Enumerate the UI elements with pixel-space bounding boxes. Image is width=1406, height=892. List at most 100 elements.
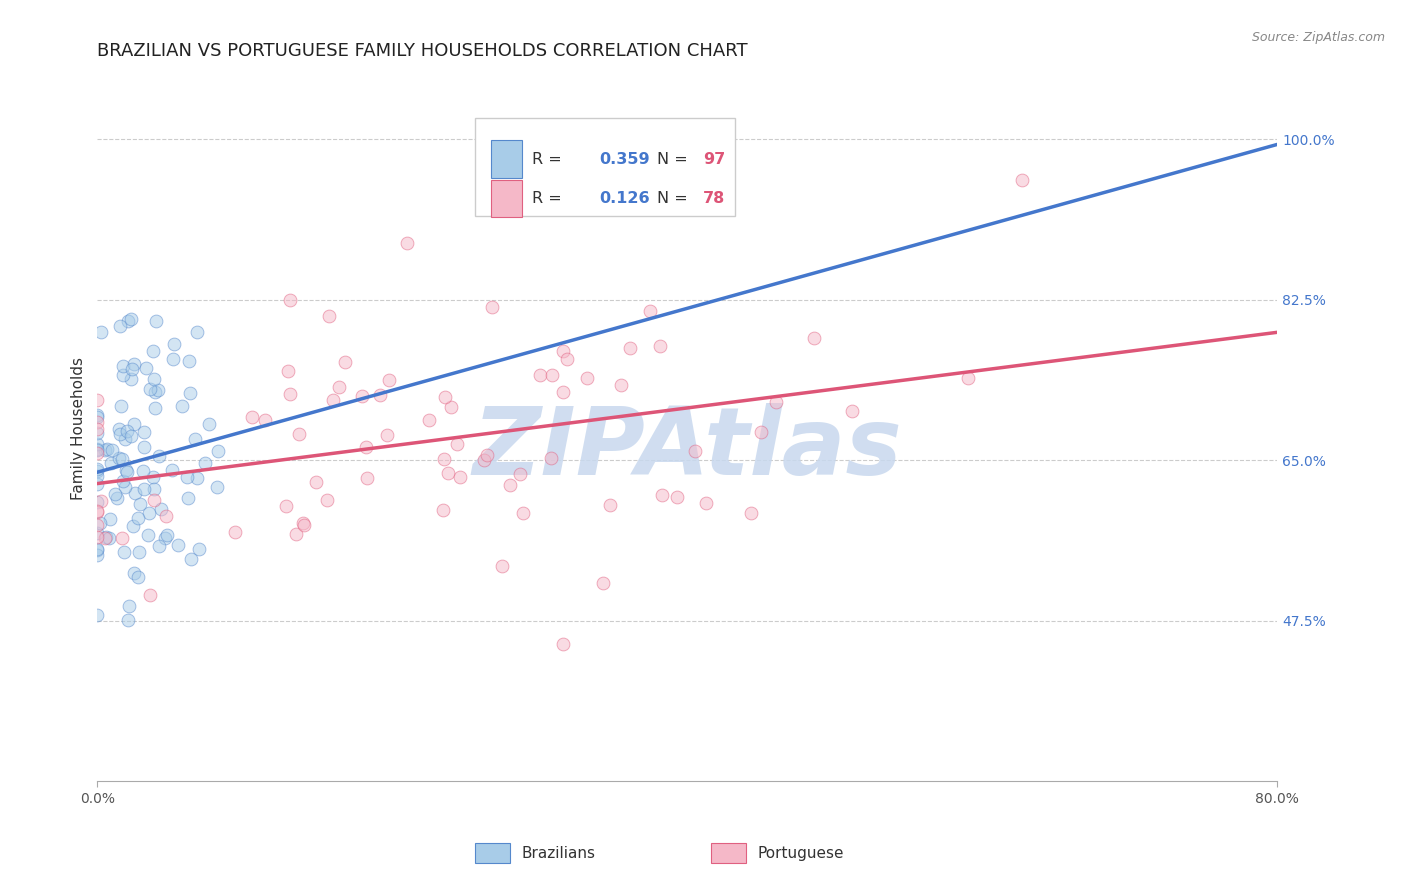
Point <box>112 368 135 382</box>
Point <box>194 456 217 470</box>
Point <box>120 429 142 443</box>
Point <box>155 531 177 545</box>
Point <box>740 506 762 520</box>
Point <box>509 467 531 482</box>
Point <box>117 314 139 328</box>
Point <box>592 575 614 590</box>
Point <box>86 446 108 460</box>
Point <box>278 387 301 401</box>
Text: 0.126: 0.126 <box>599 191 650 206</box>
Point <box>108 422 131 436</box>
Point <box>610 378 633 392</box>
Text: 0.359: 0.359 <box>599 152 650 167</box>
Point <box>86 526 108 541</box>
Point <box>96 530 118 544</box>
Point <box>491 558 513 573</box>
Point <box>90 494 112 508</box>
Point <box>121 362 143 376</box>
Point <box>292 518 315 533</box>
Point <box>434 390 457 404</box>
Point <box>86 415 108 429</box>
Point <box>163 336 186 351</box>
Point <box>86 462 108 476</box>
Point <box>576 371 599 385</box>
Point <box>115 466 138 480</box>
Point <box>143 493 166 508</box>
Point <box>134 425 156 440</box>
Point <box>111 451 134 466</box>
Point <box>104 487 127 501</box>
Point <box>240 410 263 425</box>
Point <box>335 355 357 369</box>
Text: N =: N = <box>657 191 693 206</box>
Point <box>89 516 111 531</box>
Point <box>124 486 146 500</box>
Text: 78: 78 <box>703 191 725 206</box>
Point <box>135 360 157 375</box>
Point <box>749 425 772 439</box>
Point <box>284 527 307 541</box>
Point <box>224 524 246 539</box>
Point <box>253 413 276 427</box>
Point <box>94 442 117 457</box>
Point <box>86 442 108 457</box>
Point <box>86 442 108 457</box>
Point <box>127 570 149 584</box>
Point <box>186 471 208 485</box>
Point <box>114 432 136 446</box>
Point <box>134 482 156 496</box>
Point <box>167 538 190 552</box>
Point <box>551 637 574 651</box>
Point <box>86 464 108 478</box>
Point <box>207 443 229 458</box>
Point <box>695 496 717 510</box>
Point <box>112 359 135 373</box>
Point <box>765 394 787 409</box>
Point <box>440 400 463 414</box>
Point <box>86 410 108 425</box>
Point <box>122 566 145 580</box>
Point <box>105 491 128 505</box>
Point <box>108 427 131 442</box>
Point <box>114 480 136 494</box>
Point <box>375 428 398 442</box>
Point <box>449 470 471 484</box>
Point <box>100 456 122 470</box>
Point <box>184 432 207 446</box>
Point <box>540 368 562 382</box>
Point <box>499 478 522 492</box>
Point <box>112 544 135 558</box>
Point <box>186 325 208 339</box>
Point <box>86 542 108 557</box>
Point <box>328 380 350 394</box>
Point <box>356 471 378 485</box>
Point <box>101 442 124 457</box>
Point <box>205 479 228 493</box>
Point <box>98 512 121 526</box>
Point <box>350 389 373 403</box>
Point <box>111 531 134 545</box>
Point <box>108 318 131 333</box>
Point <box>322 392 344 407</box>
Point <box>145 314 167 328</box>
Text: Source: ZipAtlas.com: Source: ZipAtlas.com <box>1251 31 1385 45</box>
Point <box>86 607 108 622</box>
Point <box>86 469 108 483</box>
Point <box>115 463 138 477</box>
Point <box>118 599 141 613</box>
Point <box>108 450 131 465</box>
Point <box>111 474 134 488</box>
Point <box>318 310 340 324</box>
Text: Portuguese: Portuguese <box>758 846 844 861</box>
Point <box>138 382 160 396</box>
Point <box>86 422 108 436</box>
Point <box>86 409 108 423</box>
Point <box>122 357 145 371</box>
Text: N =: N = <box>657 152 693 167</box>
Point <box>98 531 121 545</box>
Point <box>648 339 671 353</box>
Point <box>803 331 825 345</box>
Point <box>683 443 706 458</box>
Point <box>86 503 108 517</box>
Point <box>129 497 152 511</box>
